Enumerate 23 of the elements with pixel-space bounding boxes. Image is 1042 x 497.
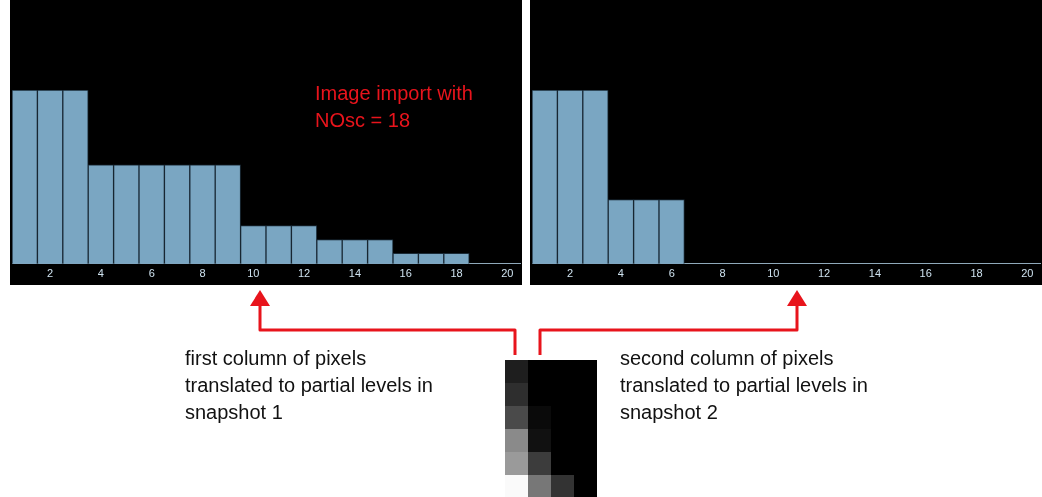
annotation: Image import with NOsc = 18 — [315, 81, 474, 133]
x-tick-label: 8 — [719, 267, 726, 280]
x-tick-label: 18 — [970, 267, 983, 280]
x-tick-label: 2 — [47, 267, 54, 280]
x-tick-label: 4 — [97, 267, 104, 280]
x-tick-label: 10 — [767, 267, 780, 280]
x-tick-label: 16 — [399, 267, 412, 280]
x-tick-label: 4 — [617, 267, 624, 280]
text: second column of pixels translated to partial levels in snapshot 2 — [620, 346, 869, 425]
x-tick-label: 6 — [668, 267, 675, 280]
x-tick-label: 10 — [247, 267, 260, 280]
x-tick-label: 6 — [148, 267, 155, 280]
x-tick-label: 14 — [348, 267, 362, 280]
text: first column of pixels translated to partial levels in snapshot 1 — [185, 346, 434, 425]
x-tick-label: 20 — [1021, 267, 1034, 280]
x-tick-label: 14 — [868, 267, 882, 280]
x-tick-label: 8 — [199, 267, 206, 280]
x-tick-label: 16 — [919, 267, 932, 280]
x-tick-label: 2 — [567, 267, 574, 280]
x-tick-label: 20 — [501, 267, 514, 280]
x-tick-label: 18 — [450, 267, 463, 280]
x-tick-label: 12 — [297, 267, 311, 280]
x-tick-label: 12 — [817, 267, 831, 280]
